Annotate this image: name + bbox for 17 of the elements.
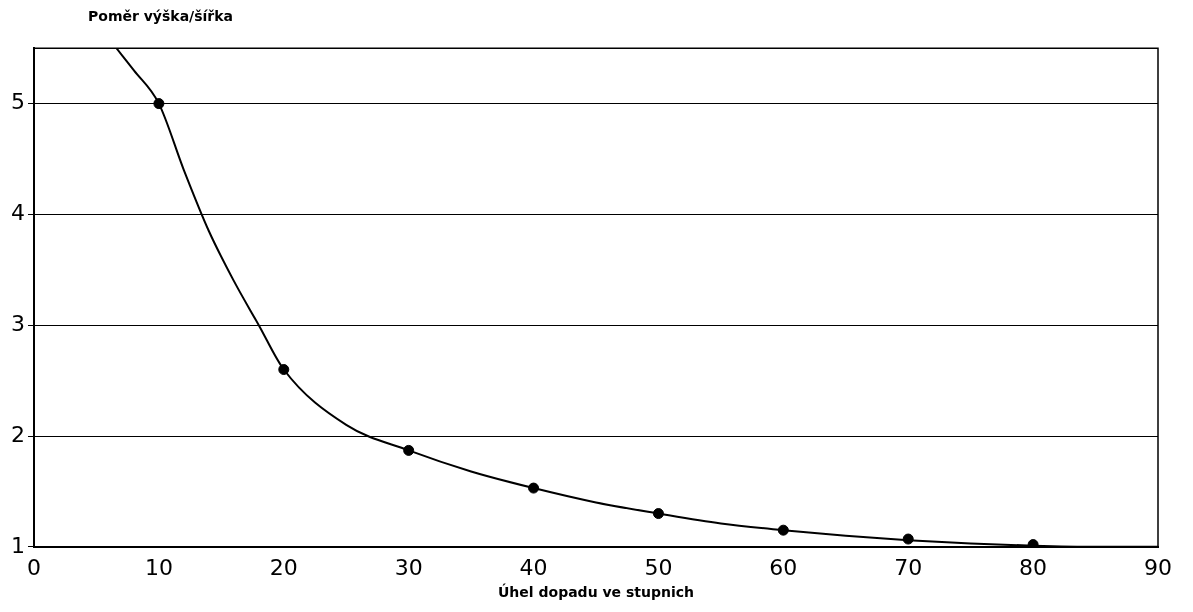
x-tick-label: 20 — [269, 554, 298, 580]
x-tick-label: 50 — [644, 554, 673, 580]
x-tick-label: 10 — [144, 554, 173, 580]
y-tick-label: 1 — [11, 532, 25, 558]
x-tick-label: 40 — [519, 554, 548, 580]
x-axis-title: Úhel dopadu ve stupnich — [497, 583, 695, 601]
x-tick-label: 70 — [894, 554, 923, 580]
x-tick-label: 30 — [394, 554, 423, 580]
x-tick-label: 60 — [769, 554, 798, 580]
x-tick-label: 90 — [1144, 554, 1172, 580]
y-tick-label: 2 — [11, 421, 25, 447]
y-axis-title: Poměr výška/šířka — [88, 8, 234, 26]
y-tick-label: 4 — [11, 200, 25, 226]
x-tick-label: 80 — [1019, 554, 1048, 580]
y-tick-label: 5 — [11, 89, 25, 115]
x-tick-label: 0 — [27, 554, 41, 580]
y-tick-label: 3 — [11, 310, 25, 336]
